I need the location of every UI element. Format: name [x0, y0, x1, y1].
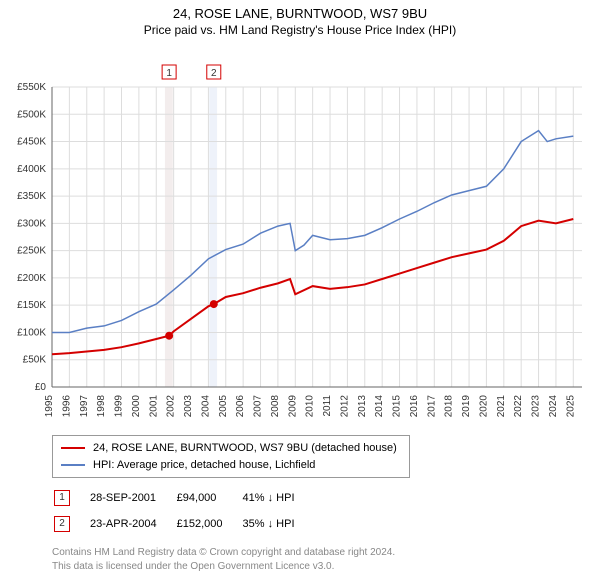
svg-text:1998: 1998	[96, 395, 107, 418]
price-chart: £0 £50K £100K £150K £200K £250K £300K £350K £400…	[0, 37, 600, 427]
svg-text:2010: 2010	[305, 395, 316, 418]
svg-text:£200K: £200K	[17, 273, 46, 284]
marker-index-box: 2	[54, 516, 70, 532]
page-subtitle: Price paid vs. HM Land Registry's House …	[0, 23, 600, 37]
marker-row: 1 28-SEP-2001£94,00041% ↓ HPI	[54, 486, 313, 510]
svg-text:£0: £0	[35, 382, 47, 393]
svg-text:2000: 2000	[131, 395, 142, 418]
svg-text:1995: 1995	[44, 395, 55, 418]
svg-text:2001: 2001	[148, 395, 159, 418]
svg-text:2013: 2013	[357, 395, 368, 418]
footer-line: Contains HM Land Registry data © Crown c…	[52, 546, 600, 560]
svg-text:2006: 2006	[235, 395, 246, 418]
legend-swatch	[61, 464, 85, 466]
svg-text:2009: 2009	[287, 395, 298, 418]
svg-text:1997: 1997	[79, 395, 90, 418]
svg-text:£100K: £100K	[17, 327, 46, 338]
svg-text:2005: 2005	[218, 395, 229, 418]
legend-item: HPI: Average price, detached house, Lich…	[61, 457, 401, 474]
svg-text:£300K: £300K	[17, 218, 46, 229]
legend-item: 24, ROSE LANE, BURNTWOOD, WS7 9BU (detac…	[61, 440, 401, 457]
marker-price: £152,000	[177, 512, 241, 536]
svg-text:2024: 2024	[548, 395, 559, 418]
svg-text:2017: 2017	[426, 395, 437, 418]
legend-label: HPI: Average price, detached house, Lich…	[93, 457, 315, 474]
svg-text:2018: 2018	[444, 395, 455, 418]
svg-text:2012: 2012	[339, 395, 350, 418]
svg-text:£350K: £350K	[17, 191, 46, 202]
svg-text:1999: 1999	[114, 395, 125, 418]
svg-text:2025: 2025	[565, 395, 576, 418]
svg-text:2021: 2021	[496, 395, 507, 418]
svg-text:£550K: £550K	[17, 82, 46, 93]
marker-delta: 41% ↓ HPI	[243, 486, 313, 510]
svg-text:2007: 2007	[253, 395, 264, 418]
svg-text:1: 1	[166, 68, 172, 79]
svg-text:2022: 2022	[513, 395, 524, 418]
svg-text:2: 2	[211, 68, 217, 79]
svg-text:2015: 2015	[392, 395, 403, 418]
marker-delta: 35% ↓ HPI	[243, 512, 313, 536]
svg-text:2023: 2023	[531, 395, 542, 418]
footer-attribution: Contains HM Land Registry data © Crown c…	[52, 546, 600, 582]
svg-text:£400K: £400K	[17, 164, 46, 175]
marker-row: 2 23-APR-2004£152,00035% ↓ HPI	[54, 512, 313, 536]
svg-text:2008: 2008	[270, 395, 281, 418]
svg-text:£50K: £50K	[23, 355, 47, 366]
svg-text:2004: 2004	[200, 395, 211, 418]
svg-text:2019: 2019	[461, 395, 472, 418]
footer-line: This data is licensed under the Open Gov…	[52, 560, 600, 574]
svg-text:2011: 2011	[322, 395, 333, 417]
marker-table: 1 28-SEP-2001£94,00041% ↓ HPI 2 23-APR-2004…	[52, 484, 315, 538]
svg-text:£250K: £250K	[17, 246, 46, 257]
marker-index-box: 1	[54, 490, 70, 506]
page-title: 24, ROSE LANE, BURNTWOOD, WS7 9BU	[0, 6, 600, 21]
legend-label: 24, ROSE LANE, BURNTWOOD, WS7 9BU (detac…	[93, 440, 397, 457]
svg-text:2003: 2003	[183, 395, 194, 418]
svg-text:£150K: £150K	[17, 300, 46, 311]
svg-text:2014: 2014	[374, 395, 385, 418]
svg-text:1996: 1996	[61, 395, 72, 418]
svg-text:£500K: £500K	[17, 109, 46, 120]
legend-swatch	[61, 447, 85, 449]
svg-text:2020: 2020	[478, 395, 489, 418]
legend: 24, ROSE LANE, BURNTWOOD, WS7 9BU (detac…	[52, 435, 410, 478]
svg-text:£450K: £450K	[17, 137, 46, 148]
marker-date: 28-SEP-2001	[90, 486, 175, 510]
marker-date: 23-APR-2004	[90, 512, 175, 536]
svg-text:2002: 2002	[166, 395, 177, 418]
svg-text:2016: 2016	[409, 395, 420, 418]
marker-price: £94,000	[177, 486, 241, 510]
